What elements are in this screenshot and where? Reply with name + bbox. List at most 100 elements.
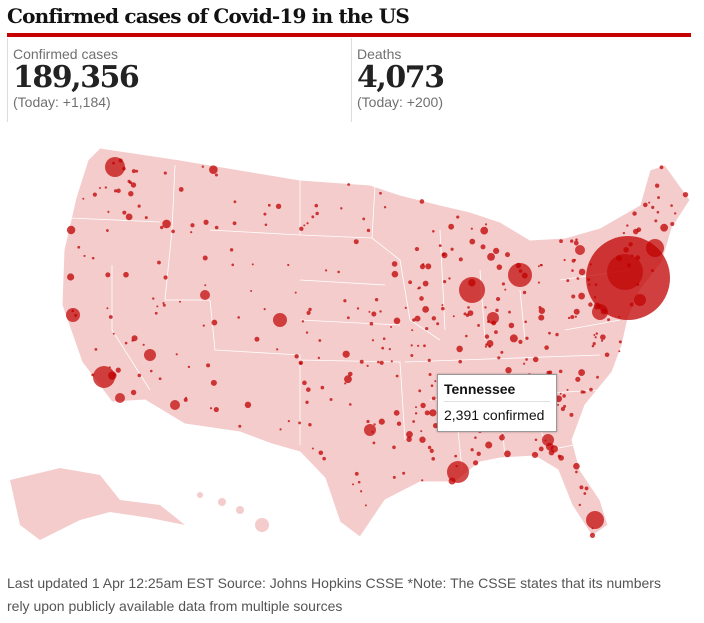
city-bubble[interactable] <box>447 461 469 483</box>
county-bubble[interactable] <box>190 231 193 234</box>
county-bubble[interactable] <box>410 354 414 358</box>
county-bubble[interactable] <box>388 348 391 351</box>
county-bubble[interactable] <box>470 227 473 230</box>
county-bubble[interactable] <box>443 280 447 284</box>
county-bubble[interactable] <box>287 420 290 423</box>
county-bubble[interactable] <box>486 340 494 347</box>
county-bubble[interactable] <box>505 367 512 374</box>
county-bubble[interactable] <box>570 239 574 243</box>
county-bubble[interactable] <box>303 224 306 227</box>
county-bubble[interactable] <box>670 221 675 226</box>
county-bubble[interactable] <box>484 223 488 226</box>
county-bubble[interactable] <box>414 412 418 415</box>
us-map[interactable] <box>0 130 704 560</box>
county-bubble[interactable] <box>128 191 134 197</box>
county-bubble[interactable] <box>575 238 578 242</box>
county-bubble[interactable] <box>579 485 584 490</box>
county-bubble[interactable] <box>414 315 421 322</box>
county-bubble[interactable] <box>588 302 593 307</box>
county-bubble[interactable] <box>163 171 167 175</box>
county-bubble[interactable] <box>604 352 610 358</box>
county-bubble[interactable] <box>107 210 110 213</box>
county-bubble[interactable] <box>454 454 458 458</box>
county-bubble[interactable] <box>91 256 95 260</box>
county-bubble[interactable] <box>276 348 279 351</box>
county-bubble[interactable] <box>474 436 477 439</box>
county-bubble[interactable] <box>589 532 596 538</box>
county-bubble[interactable] <box>559 239 563 244</box>
county-bubble[interactable] <box>657 196 660 199</box>
county-bubble[interactable] <box>448 223 455 230</box>
county-bubble[interactable] <box>202 255 208 261</box>
county-bubble[interactable] <box>391 270 399 278</box>
county-bubble[interactable] <box>463 312 467 316</box>
county-bubble[interactable] <box>379 191 382 195</box>
county-bubble[interactable] <box>480 226 489 235</box>
county-bubble[interactable] <box>211 319 218 326</box>
county-bubble[interactable] <box>562 394 566 398</box>
county-bubble[interactable] <box>359 359 364 364</box>
county-bubble[interactable] <box>301 320 305 323</box>
county-bubble[interactable] <box>135 169 139 173</box>
county-bubble[interactable] <box>566 279 570 283</box>
county-bubble[interactable] <box>203 219 209 225</box>
county-bubble[interactable] <box>349 403 352 406</box>
county-bubble[interactable] <box>467 310 474 316</box>
county-bubble[interactable] <box>122 210 127 215</box>
county-bubble[interactable] <box>660 223 669 232</box>
county-bubble[interactable] <box>137 373 142 378</box>
county-bubble[interactable] <box>467 306 470 309</box>
county-bubble[interactable] <box>431 316 437 321</box>
county-bubble[interactable] <box>659 165 664 170</box>
county-bubble[interactable] <box>501 282 506 286</box>
county-bubble[interactable] <box>379 360 384 365</box>
county-bubble[interactable] <box>204 284 207 287</box>
county-bubble[interactable] <box>432 423 439 429</box>
county-bubble[interactable] <box>108 315 113 319</box>
city-bubble[interactable] <box>607 254 643 290</box>
city-bubble[interactable] <box>459 277 485 303</box>
county-bubble[interactable] <box>414 246 420 252</box>
county-bubble[interactable] <box>206 363 211 368</box>
county-bubble[interactable] <box>362 217 366 221</box>
county-bubble[interactable] <box>654 219 658 223</box>
county-bubble[interactable] <box>648 201 651 204</box>
county-bubble[interactable] <box>366 228 371 233</box>
county-bubble[interactable] <box>537 281 541 284</box>
county-bubble[interactable] <box>299 226 304 231</box>
county-bubble[interactable] <box>229 248 234 252</box>
county-bubble[interactable] <box>131 339 134 342</box>
county-bubble[interactable] <box>123 271 129 278</box>
us-mainland[interactable] <box>61 147 691 538</box>
county-bubble[interactable] <box>596 375 599 379</box>
county-bubble[interactable] <box>495 296 501 302</box>
county-bubble[interactable] <box>571 294 576 299</box>
county-bubble[interactable] <box>378 418 385 425</box>
county-bubble[interactable] <box>105 272 111 278</box>
county-bubble[interactable] <box>308 423 312 427</box>
alaska[interactable] <box>10 468 185 540</box>
county-bubble[interactable] <box>487 253 495 261</box>
county-bubble[interactable] <box>187 365 191 369</box>
county-bubble[interactable] <box>559 392 562 395</box>
county-bubble[interactable] <box>425 263 432 270</box>
county-bubble[interactable] <box>342 350 350 358</box>
county-bubble[interactable] <box>179 300 182 303</box>
county-bubble[interactable] <box>315 211 319 216</box>
county-bubble[interactable] <box>534 438 538 442</box>
county-bubble[interactable] <box>264 223 268 227</box>
county-bubble[interactable] <box>584 486 589 491</box>
county-bubble[interactable] <box>311 215 315 219</box>
county-bubble[interactable] <box>469 238 476 245</box>
county-bubble[interactable] <box>622 231 626 235</box>
county-bubble[interactable] <box>373 423 376 426</box>
county-bubble[interactable] <box>250 289 253 292</box>
county-bubble[interactable] <box>569 412 574 417</box>
county-bubble[interactable] <box>441 306 445 311</box>
county-bubble[interactable] <box>392 475 396 479</box>
county-bubble[interactable] <box>238 424 242 428</box>
county-bubble[interactable] <box>430 384 434 388</box>
county-bubble[interactable] <box>214 225 219 230</box>
county-bubble[interactable] <box>571 269 574 272</box>
county-bubble[interactable] <box>578 268 586 276</box>
